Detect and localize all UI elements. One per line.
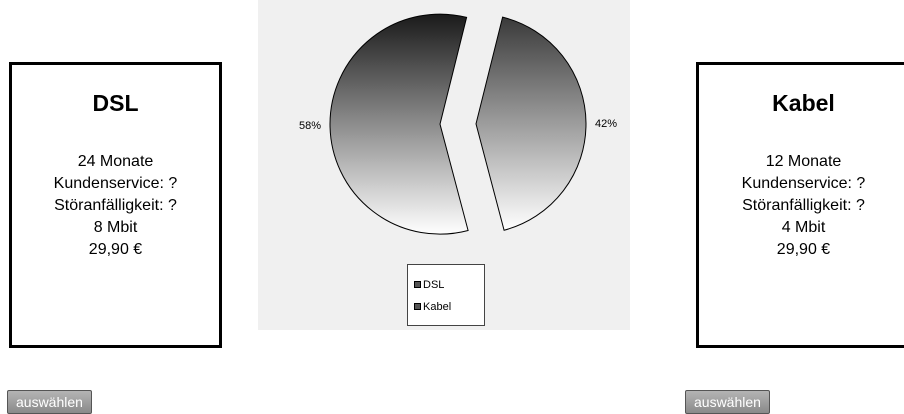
pie-slice-kabel	[475, 16, 587, 231]
kabel-failure-rate: Störanfälligkeit: ?	[742, 197, 865, 214]
kabel-offer-card: Kabel 12 Monate Kundenservice: ? Störanf…	[696, 62, 904, 348]
pie-slice-dsl	[329, 13, 469, 235]
dsl-card-title: DSL	[92, 90, 139, 116]
dsl-speed: 8 Mbit	[93, 219, 138, 236]
kabel-duration: 12 Monate	[765, 153, 842, 170]
dsl-duration: 24 Monate	[77, 153, 154, 170]
chart-legend: DSL Kabel	[407, 264, 485, 326]
dsl-failure-rate: Störanfälligkeit: ?	[54, 197, 177, 214]
legend-item-kabel: Kabel	[408, 296, 484, 318]
legend-label-dsl: DSL	[423, 279, 445, 291]
kabel-customer-service: Kundenservice: ?	[741, 175, 866, 192]
top-caption-left	[32, 0, 272, 7]
kabel-speed: 4 Mbit	[781, 219, 826, 236]
legend-item-dsl: DSL	[408, 274, 484, 296]
dsl-customer-service: Kundenservice: ?	[53, 175, 178, 192]
dsl-card-details: 24 Monate Kundenservice: ? Störanfälligk…	[12, 151, 219, 261]
legend-swatch-kabel	[414, 303, 421, 310]
kabel-card-details: 12 Monate Kundenservice: ? Störanfälligk…	[699, 151, 904, 261]
legend-swatch-dsl	[414, 281, 421, 288]
legend-label-kabel: Kabel	[423, 301, 452, 313]
dsl-percent-label: 58%	[299, 120, 321, 132]
dsl-price: 29,90 €	[88, 241, 143, 258]
select-dsl-button[interactable]: auswählen	[7, 390, 92, 414]
pie-chart: 58% 42% DSL Kabel	[258, 0, 630, 330]
select-kabel-button[interactable]: auswählen	[685, 390, 770, 414]
top-caption-right	[718, 0, 904, 7]
kabel-card-title: Kabel	[772, 90, 835, 116]
kabel-percent-label: 42%	[595, 118, 617, 130]
kabel-price: 29,90 €	[776, 241, 831, 258]
pie-chart-plot: 58% 42%	[299, 13, 617, 235]
dsl-offer-card: DSL 24 Monate Kundenservice: ? Störanfäl…	[9, 62, 222, 348]
